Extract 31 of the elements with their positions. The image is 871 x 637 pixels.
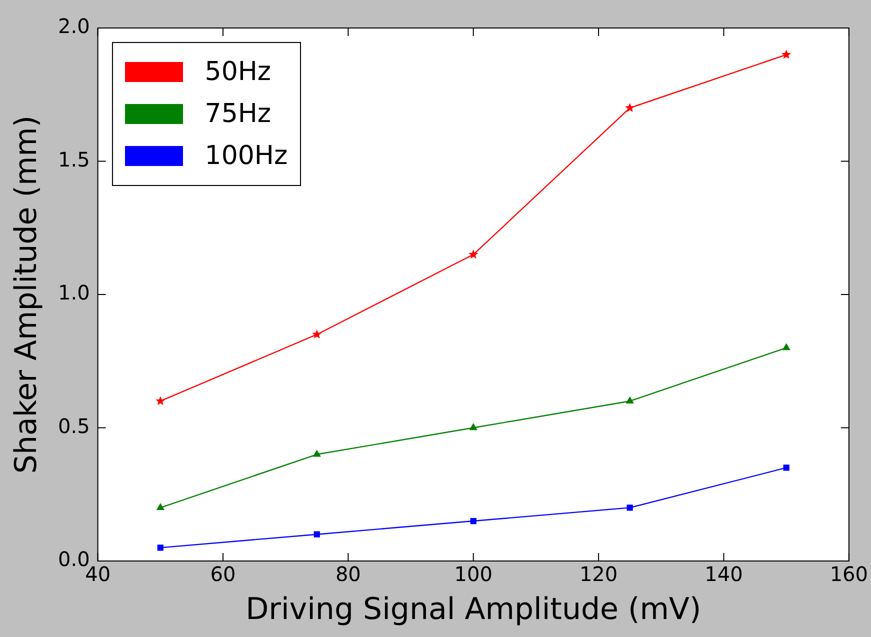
y-tick-label: 1.0 [58,280,90,305]
y-tick-label: 0.5 [58,414,90,438]
point [156,504,164,510]
point [312,329,322,339]
y-tick-label: 1.5 [58,147,90,172]
point [626,397,634,404]
legend-label: 100Hz [204,141,288,171]
x-tick-label: 140 [704,562,743,586]
point [783,464,790,471]
point [782,50,792,59]
point [625,102,635,112]
y-tick-label: 2.0 [58,14,90,38]
x-tick-label: 120 [579,562,618,586]
point [313,450,321,457]
point [470,518,476,524]
point [157,544,164,551]
point [470,424,477,430]
point [468,250,478,259]
legend-label: 75Hz [204,99,272,129]
point [626,504,633,511]
x-tick-label: 160 [830,562,868,586]
legend-label: 50Hz [204,57,272,87]
point [156,396,166,406]
x-axis-title: Driving Signal Amplitude (mV) [246,592,702,627]
point [782,344,790,350]
x-tick-label: 100 [454,562,492,586]
y-axis-title: Shaker Amplitude (mm) [8,115,44,474]
y-tick-label: 0.0 [58,547,90,572]
x-tick-label: 80 [335,562,361,586]
x-tick-label: 60 [210,562,236,586]
point [314,531,320,538]
